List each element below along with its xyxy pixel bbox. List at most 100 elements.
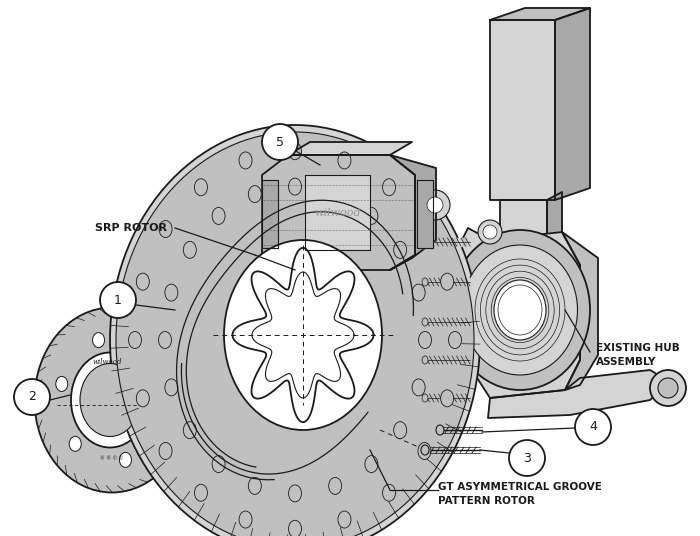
Text: 5: 5: [276, 136, 284, 148]
Circle shape: [483, 225, 497, 239]
Ellipse shape: [329, 478, 342, 494]
Polygon shape: [466, 356, 470, 364]
Ellipse shape: [463, 245, 578, 375]
Polygon shape: [488, 370, 670, 418]
Polygon shape: [461, 278, 466, 286]
Polygon shape: [447, 356, 452, 364]
Ellipse shape: [412, 284, 425, 301]
Polygon shape: [458, 228, 490, 265]
Polygon shape: [443, 394, 447, 402]
Polygon shape: [438, 394, 443, 402]
Polygon shape: [490, 20, 555, 200]
Polygon shape: [447, 394, 452, 402]
Polygon shape: [438, 356, 443, 364]
Text: SRP ROTOR: SRP ROTOR: [95, 223, 167, 233]
Polygon shape: [430, 394, 434, 402]
Polygon shape: [425, 394, 430, 402]
Ellipse shape: [494, 280, 546, 340]
Polygon shape: [452, 394, 456, 402]
Polygon shape: [288, 142, 412, 155]
Ellipse shape: [449, 331, 461, 348]
Polygon shape: [434, 318, 438, 326]
Polygon shape: [438, 278, 443, 286]
Ellipse shape: [183, 241, 196, 258]
Ellipse shape: [418, 443, 431, 459]
Polygon shape: [461, 394, 466, 402]
Ellipse shape: [158, 331, 172, 348]
Ellipse shape: [365, 456, 378, 473]
Ellipse shape: [422, 278, 428, 286]
Polygon shape: [443, 318, 447, 326]
Polygon shape: [456, 394, 461, 402]
Polygon shape: [452, 318, 456, 326]
Ellipse shape: [393, 422, 407, 438]
Polygon shape: [452, 356, 456, 364]
Ellipse shape: [156, 408, 168, 423]
Polygon shape: [461, 318, 466, 326]
Ellipse shape: [143, 348, 155, 363]
Ellipse shape: [212, 207, 225, 225]
Ellipse shape: [422, 356, 428, 364]
Polygon shape: [555, 8, 590, 200]
Polygon shape: [438, 238, 443, 246]
Polygon shape: [500, 200, 547, 240]
Ellipse shape: [288, 143, 302, 160]
Polygon shape: [430, 238, 434, 246]
Polygon shape: [447, 278, 452, 286]
Polygon shape: [466, 318, 470, 326]
Ellipse shape: [224, 240, 382, 430]
Ellipse shape: [34, 308, 190, 493]
Polygon shape: [456, 238, 461, 246]
Polygon shape: [438, 318, 443, 326]
Polygon shape: [443, 238, 447, 246]
Polygon shape: [472, 232, 580, 398]
Polygon shape: [434, 356, 438, 364]
Ellipse shape: [422, 238, 428, 246]
Polygon shape: [232, 248, 374, 422]
Ellipse shape: [288, 520, 302, 536]
Polygon shape: [456, 318, 461, 326]
Ellipse shape: [71, 353, 149, 448]
Polygon shape: [461, 356, 466, 364]
Polygon shape: [430, 318, 434, 326]
Polygon shape: [262, 180, 278, 248]
Polygon shape: [456, 278, 461, 286]
Ellipse shape: [338, 152, 351, 169]
Ellipse shape: [393, 241, 407, 258]
Ellipse shape: [239, 152, 252, 169]
Ellipse shape: [129, 331, 141, 348]
Ellipse shape: [116, 132, 474, 536]
Polygon shape: [443, 356, 447, 364]
Ellipse shape: [136, 390, 149, 407]
Circle shape: [420, 190, 450, 220]
Ellipse shape: [450, 230, 590, 390]
Circle shape: [262, 124, 298, 160]
Circle shape: [650, 370, 686, 406]
Ellipse shape: [110, 125, 480, 536]
Text: PATTERN ROTOR: PATTERN ROTOR: [438, 496, 535, 506]
Polygon shape: [417, 180, 433, 248]
Text: wilwood: wilwood: [315, 208, 361, 218]
Ellipse shape: [382, 484, 396, 501]
Polygon shape: [425, 318, 430, 326]
Ellipse shape: [418, 220, 431, 237]
Circle shape: [478, 220, 502, 244]
Text: 2: 2: [28, 391, 36, 404]
Ellipse shape: [419, 331, 431, 348]
Ellipse shape: [365, 207, 378, 225]
Text: ASSEMBLY: ASSEMBLY: [596, 357, 657, 367]
Text: 1: 1: [114, 294, 122, 307]
Polygon shape: [262, 155, 415, 270]
Polygon shape: [490, 8, 590, 20]
Ellipse shape: [441, 273, 454, 290]
Text: 4: 4: [589, 421, 597, 434]
Ellipse shape: [165, 284, 178, 301]
Ellipse shape: [248, 478, 261, 494]
Polygon shape: [466, 278, 470, 286]
Polygon shape: [434, 278, 438, 286]
Ellipse shape: [441, 390, 454, 407]
Ellipse shape: [382, 179, 396, 196]
Ellipse shape: [69, 436, 81, 451]
Text: EXISTING HUB: EXISTING HUB: [596, 343, 680, 353]
Circle shape: [427, 197, 443, 213]
